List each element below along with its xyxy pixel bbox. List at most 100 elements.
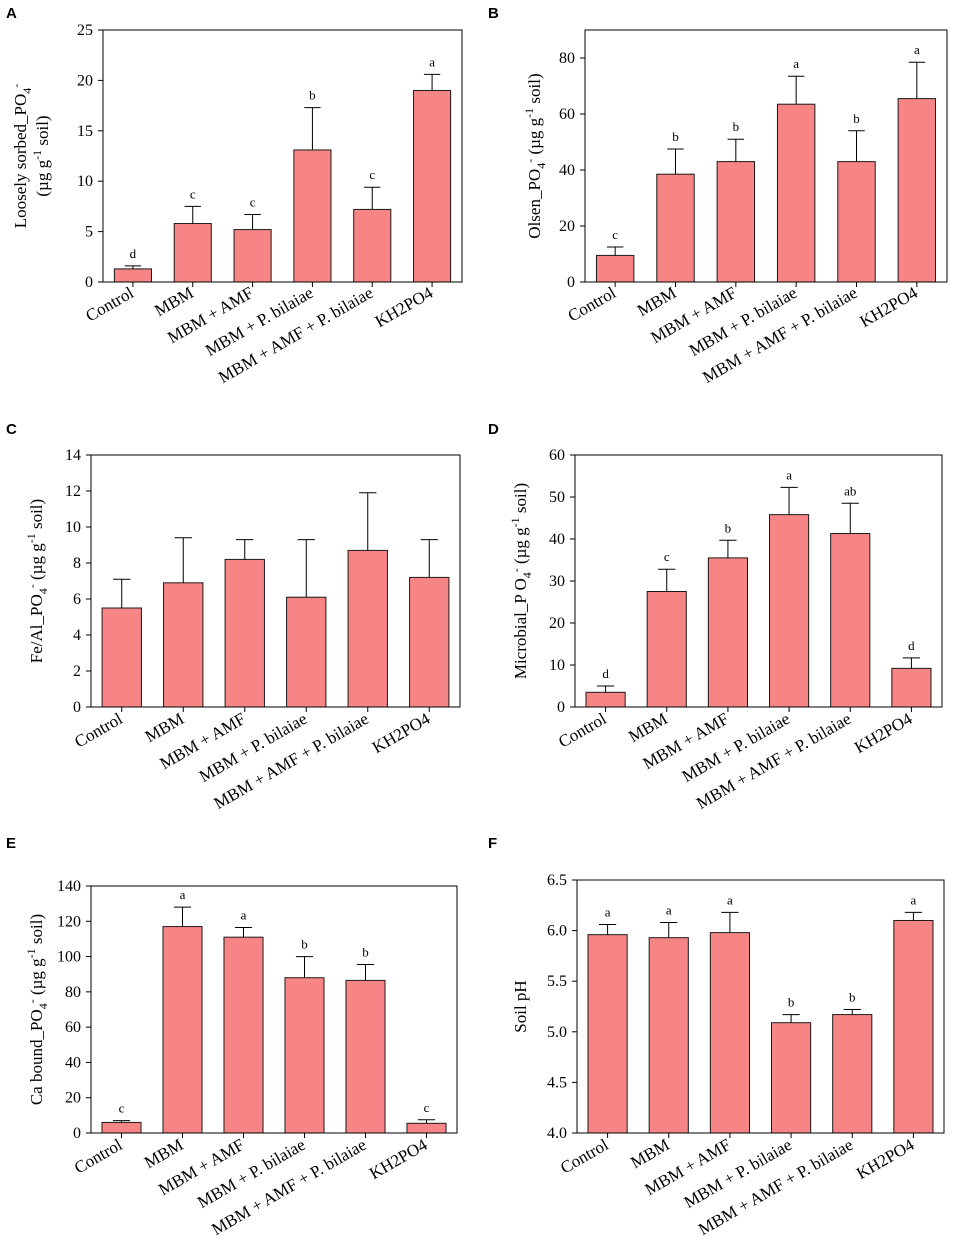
panel-letter: C [6,421,17,438]
plot-frame [576,879,945,1134]
bar-5 [347,549,388,708]
category-label: KH2PO4 [851,709,916,757]
significance-letter: b [309,88,316,103]
significance-letter: c [250,194,256,209]
bar-6 [893,919,934,1134]
y-tick-label: 40 [65,1054,81,1071]
significance-letter: b [849,990,856,1005]
y-tick-label: 0 [557,699,565,716]
category-label: MBM [634,283,680,320]
bar-2 [162,926,203,1134]
bar-4 [284,977,325,1134]
significance-letter: a [666,903,672,918]
bar-6 [413,89,452,283]
significance-letter: a [180,887,186,902]
category-label: KH2PO4 [369,709,434,757]
bar-2 [173,223,212,283]
y-tick-label: 6.5 [547,872,567,889]
y-tick-label: 8 [73,555,81,572]
y-tick-label: 80 [559,50,575,67]
plot-frame [584,29,948,283]
significance-letter: a [911,892,917,907]
significance-letter: a [605,905,611,920]
y-axis-label: Microbial_P O4- (µg g-1 soil) [508,483,534,679]
significance-letter: b [725,520,732,535]
y-tick-label: 30 [549,573,565,590]
y-tick-label: 10 [77,173,93,190]
bar-5 [832,1014,873,1134]
y-tick-label: 15 [77,123,93,140]
bar-1 [113,268,152,283]
bar-2 [646,591,687,708]
panel-letter: A [6,5,17,22]
bar-3 [223,936,264,1134]
bar-3 [233,229,272,283]
significance-letter: d [908,638,915,653]
significance-letter: c [664,549,670,564]
bar-4 [771,1022,812,1134]
y-axis-label: Soil pH [511,980,530,1032]
y-tick-label: 60 [65,1019,81,1036]
bar-4 [776,103,816,283]
significance-letter: c [424,1100,430,1115]
significance-letter: a [241,907,247,922]
category-label: KH2PO4 [857,283,922,331]
panel-letter: F [488,835,497,852]
significance-letter: d [602,666,609,681]
bar-6 [891,667,932,708]
y-tick-label: 50 [549,489,565,506]
y-tick-label: 80 [65,984,81,1001]
bar-2 [648,937,689,1134]
y-tick-label: 5 [85,224,93,241]
y-tick-label: 140 [57,878,81,895]
bar-6 [406,1122,447,1134]
y-tick-label: 4.5 [547,1074,567,1091]
y-tick-label: 40 [549,531,565,548]
y-tick-label: 10 [549,657,565,674]
bar-2 [163,582,204,708]
y-tick-label: 25 [77,22,93,39]
y-axis-label: Ca bound_PO4- (µg g-1 soil) [24,914,50,1105]
y-tick-label: 6 [73,591,81,608]
category-label: KH2PO4 [853,1135,918,1183]
bar-6 [897,98,937,283]
significance-letter: c [119,1101,125,1116]
plot-frame [90,454,461,708]
bar-4 [293,149,332,283]
y-tick-label: 0 [73,699,81,716]
bar-1 [585,691,626,708]
category-label: KH2PO4 [366,1135,431,1183]
plot-frame [90,885,458,1134]
category-label: MBM [627,1135,673,1172]
y-axis-unit: (µg g-1 soil) [30,115,52,196]
bar-4 [286,596,327,708]
panel-letter: E [6,835,16,852]
y-tick-label: 20 [559,218,575,235]
significance-letter: a [914,42,920,57]
y-tick-label: 40 [559,162,575,179]
y-tick-label: 5.0 [547,1024,567,1041]
y-tick-label: 0 [85,274,93,291]
significance-letter: c [369,167,375,182]
significance-letter: a [786,467,792,482]
bar-4 [769,514,810,708]
y-tick-label: 20 [77,72,93,89]
y-tick-label: 5.5 [547,973,567,990]
bar-3 [709,932,750,1134]
significance-letter: d [130,246,137,261]
y-tick-label: 60 [559,106,575,123]
significance-letter: b [672,129,679,144]
y-axis-label: Loosely sorbed_PO4- [9,84,34,229]
significance-letter: a [727,892,733,907]
bar-5 [353,208,392,283]
bar-5 [837,161,876,283]
y-tick-label: 10 [65,519,81,536]
significance-letter: c [190,186,196,201]
